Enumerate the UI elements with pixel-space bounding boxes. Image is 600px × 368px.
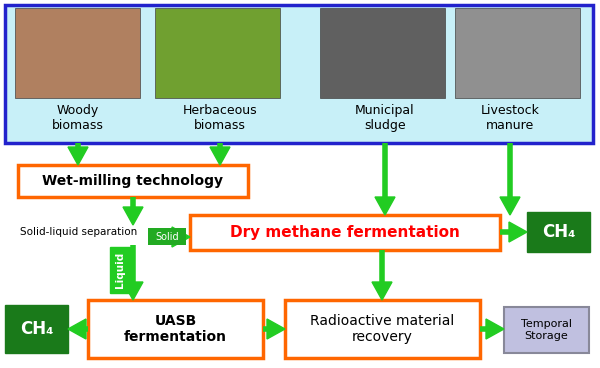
FancyBboxPatch shape	[504, 307, 589, 353]
Text: Livestock
manure: Livestock manure	[481, 104, 539, 132]
Text: Solid-liquid separation: Solid-liquid separation	[20, 227, 137, 237]
FancyBboxPatch shape	[320, 8, 445, 98]
Polygon shape	[372, 282, 392, 300]
FancyBboxPatch shape	[155, 8, 280, 98]
Text: Liquid: Liquid	[115, 252, 125, 288]
FancyBboxPatch shape	[527, 212, 590, 252]
Polygon shape	[375, 197, 395, 215]
FancyBboxPatch shape	[15, 8, 140, 98]
FancyBboxPatch shape	[88, 300, 263, 358]
Polygon shape	[500, 197, 520, 215]
Text: UASB
fermentation: UASB fermentation	[124, 314, 227, 344]
Text: Municipal
sludge: Municipal sludge	[355, 104, 415, 132]
Text: Herbaceous
biomass: Herbaceous biomass	[182, 104, 257, 132]
Text: Wet-milling technology: Wet-milling technology	[43, 174, 223, 188]
FancyBboxPatch shape	[285, 300, 480, 358]
Text: CH₄: CH₄	[20, 320, 53, 338]
FancyBboxPatch shape	[5, 5, 593, 143]
Text: CH₄: CH₄	[542, 223, 575, 241]
Polygon shape	[68, 147, 88, 165]
Polygon shape	[210, 147, 230, 165]
Polygon shape	[486, 319, 504, 339]
Text: Solid: Solid	[155, 231, 179, 241]
Polygon shape	[509, 222, 527, 242]
FancyBboxPatch shape	[5, 305, 68, 353]
FancyBboxPatch shape	[190, 215, 500, 250]
FancyBboxPatch shape	[18, 165, 248, 197]
Text: Radioactive material
recovery: Radioactive material recovery	[310, 314, 455, 344]
Polygon shape	[172, 227, 190, 247]
FancyBboxPatch shape	[148, 228, 186, 245]
Polygon shape	[123, 282, 143, 300]
Polygon shape	[68, 319, 86, 339]
Text: Dry methane fermentation: Dry methane fermentation	[230, 225, 460, 240]
FancyBboxPatch shape	[455, 8, 580, 98]
Text: Woody
biomass: Woody biomass	[52, 104, 104, 132]
Text: Temporal
Storage: Temporal Storage	[521, 319, 572, 341]
Polygon shape	[123, 207, 143, 225]
Polygon shape	[267, 319, 285, 339]
